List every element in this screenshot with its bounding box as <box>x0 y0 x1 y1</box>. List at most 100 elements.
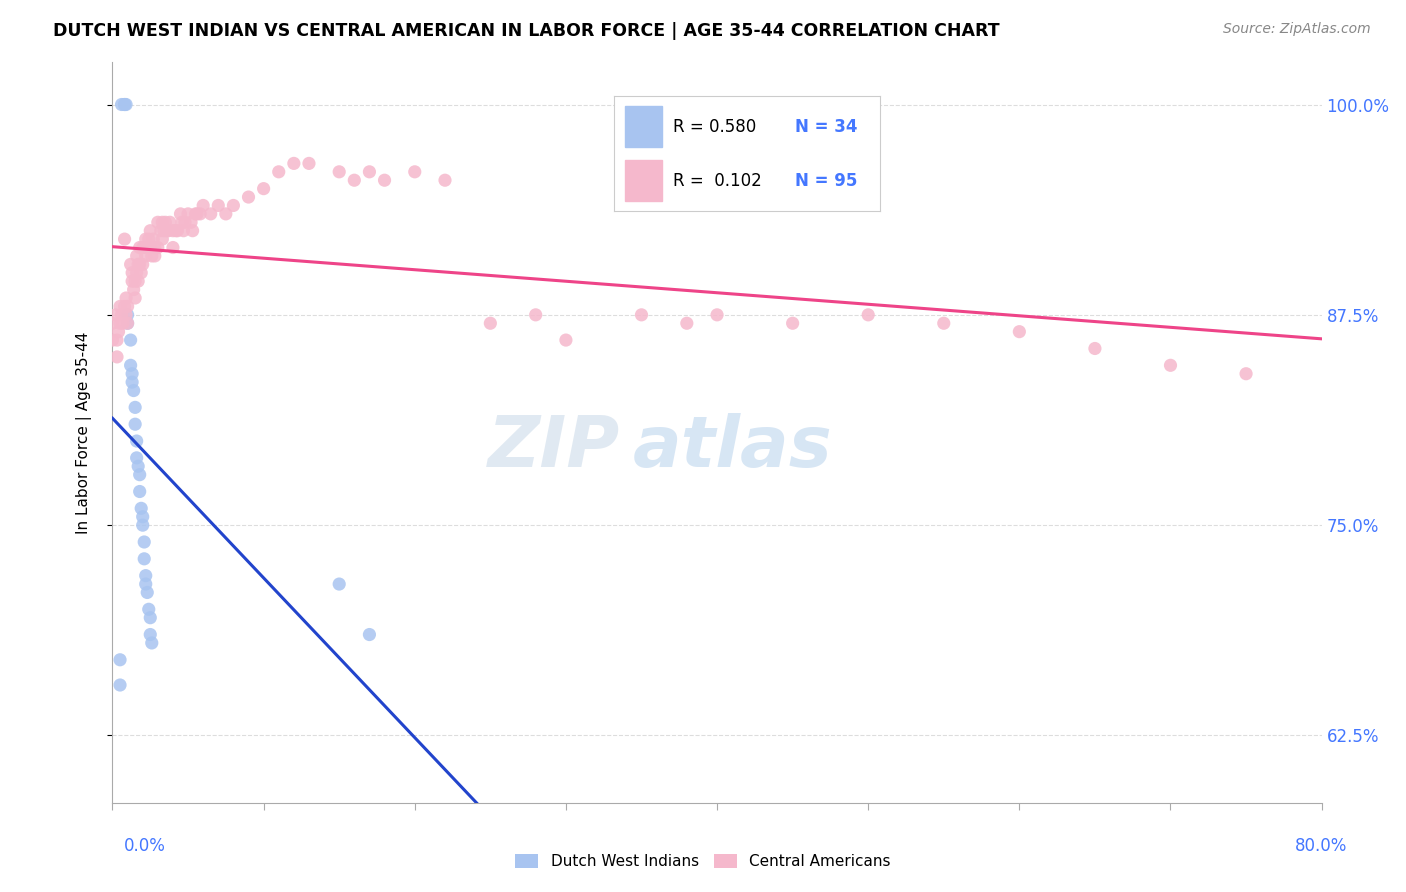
Point <box>128 467 150 482</box>
Point <box>143 240 166 254</box>
Point <box>404 165 426 179</box>
Point <box>215 207 238 221</box>
Y-axis label: In Labor Force | Age 35-44: In Labor Force | Age 35-44 <box>76 332 91 533</box>
Point <box>782 316 804 330</box>
Point <box>524 308 547 322</box>
Text: 0.0%: 0.0% <box>124 837 166 855</box>
Point <box>125 434 148 448</box>
Point <box>433 173 456 187</box>
Point <box>121 274 143 288</box>
Point <box>125 450 148 465</box>
Point <box>132 257 155 271</box>
Point <box>630 308 652 322</box>
Point <box>328 165 350 179</box>
Point <box>112 316 135 330</box>
Point <box>108 316 131 330</box>
Text: ZIP: ZIP <box>488 413 620 482</box>
Point <box>146 240 169 254</box>
Point <box>374 173 396 187</box>
Point <box>121 375 143 389</box>
Point <box>222 198 245 212</box>
Point <box>134 535 156 549</box>
Point <box>142 232 165 246</box>
Point <box>117 316 139 330</box>
Point <box>115 308 138 322</box>
Point <box>110 308 132 322</box>
Point <box>155 215 177 229</box>
Point <box>129 501 152 516</box>
Point <box>173 224 195 238</box>
Point <box>139 627 162 641</box>
Point <box>1159 359 1181 373</box>
Point <box>108 653 131 667</box>
Point <box>253 181 276 195</box>
Point <box>162 224 184 238</box>
Point <box>127 257 149 271</box>
Point <box>166 224 188 238</box>
Text: DUTCH WEST INDIAN VS CENTRAL AMERICAN IN LABOR FORCE | AGE 35-44 CORRELATION CHA: DUTCH WEST INDIAN VS CENTRAL AMERICAN IN… <box>53 22 1000 40</box>
Point <box>121 266 143 280</box>
Point <box>138 232 160 246</box>
Point <box>107 325 129 339</box>
Point <box>706 308 728 322</box>
Point <box>104 308 127 322</box>
Point <box>150 232 173 246</box>
Point <box>159 215 181 229</box>
Point <box>127 459 149 474</box>
Point <box>128 484 150 499</box>
Point <box>101 316 124 330</box>
Point <box>121 367 143 381</box>
Point <box>128 257 150 271</box>
Point <box>184 207 207 221</box>
Point <box>124 401 146 415</box>
Point <box>153 224 176 238</box>
Point <box>135 232 157 246</box>
Point <box>359 165 381 179</box>
Point <box>200 207 222 221</box>
Point <box>120 333 142 347</box>
Point <box>136 240 159 254</box>
Point <box>238 190 260 204</box>
Point <box>139 224 162 238</box>
Point <box>122 384 145 398</box>
Point <box>283 156 305 170</box>
Point <box>136 585 159 599</box>
Point <box>124 417 146 432</box>
Point <box>135 249 157 263</box>
Point <box>117 300 139 314</box>
Text: 80.0%: 80.0% <box>1295 837 1347 855</box>
Point <box>207 198 229 212</box>
Point <box>267 165 290 179</box>
Point <box>169 207 191 221</box>
Point <box>156 224 179 238</box>
Point <box>675 316 697 330</box>
Point <box>856 308 880 322</box>
Point <box>125 266 148 280</box>
Point <box>114 300 136 314</box>
Point <box>141 249 163 263</box>
Point <box>115 291 138 305</box>
Point <box>108 300 131 314</box>
Point <box>1234 367 1257 381</box>
Legend: Dutch West Indians, Central Americans: Dutch West Indians, Central Americans <box>509 848 897 875</box>
Point <box>188 207 211 221</box>
Point <box>932 316 955 330</box>
Point <box>1084 342 1107 356</box>
Point <box>141 636 163 650</box>
Point <box>135 568 157 582</box>
Point <box>180 215 202 229</box>
Point <box>359 627 381 641</box>
Point <box>127 274 149 288</box>
Text: Source: ZipAtlas.com: Source: ZipAtlas.com <box>1223 22 1371 37</box>
Point <box>125 249 148 263</box>
Point <box>186 207 208 221</box>
Point <box>1008 325 1031 339</box>
Point <box>479 316 502 330</box>
Point <box>554 333 576 347</box>
Point <box>120 359 142 373</box>
Point <box>114 97 136 112</box>
Point <box>150 215 173 229</box>
Point <box>146 215 169 229</box>
Point <box>134 551 156 566</box>
Point <box>129 266 152 280</box>
